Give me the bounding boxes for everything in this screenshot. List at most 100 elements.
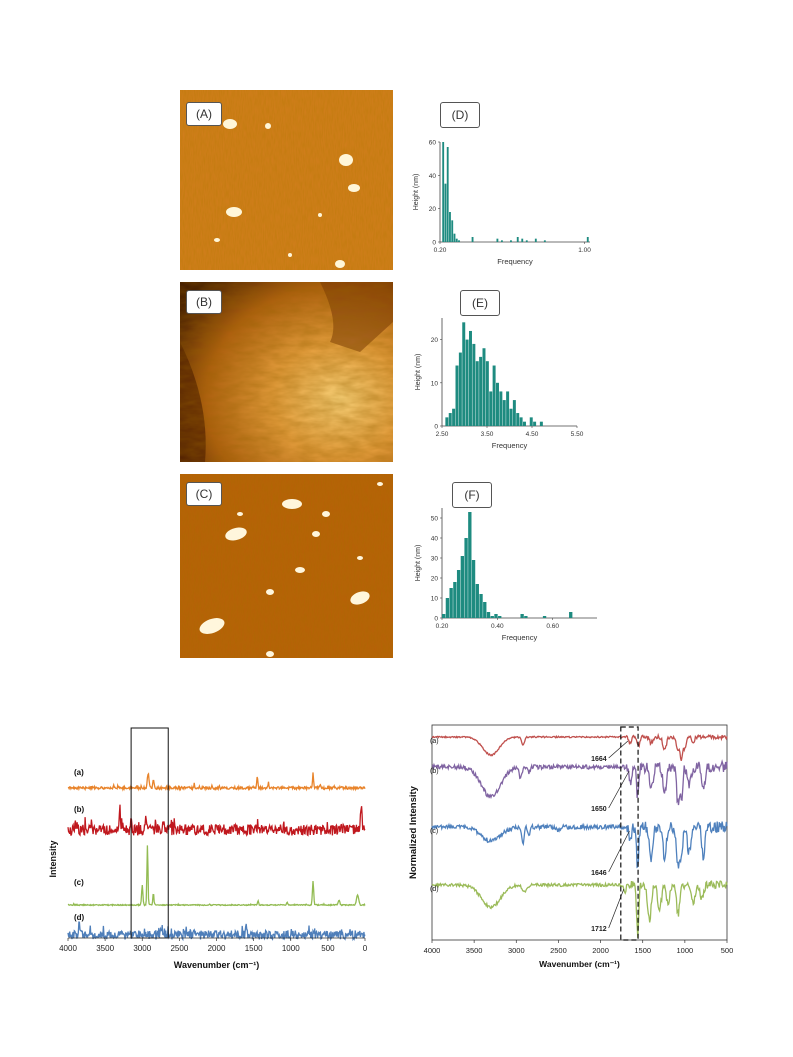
y-tick-label: 10 [431, 596, 439, 603]
y-tick-label: 40 [429, 173, 437, 180]
histogram-bar [464, 538, 468, 618]
histogram-bar [524, 616, 528, 618]
histogram-bar [510, 240, 512, 242]
highlight-box [130, 727, 169, 939]
x-axis-label: Wavenumber (cm⁻¹) [539, 959, 620, 969]
histogram-bar [472, 343, 476, 426]
x-axis-label: Frequency [497, 257, 533, 266]
spectrum-line [67, 921, 366, 942]
histogram-bar [442, 142, 445, 242]
histogram-bar [500, 240, 503, 242]
series-label: (a) [74, 768, 84, 777]
x-tick-label: 1000 [677, 946, 694, 955]
histogram-f: 0 10 20 30 40 50 0.20 0.40 0.60 Frequency Height (… [415, 508, 597, 642]
y-tick-label: 0 [434, 424, 438, 431]
histogram-bar [451, 220, 454, 242]
histogram-bar [494, 614, 498, 618]
afm-label-a: (A) [186, 102, 222, 126]
x-tick-label: 1500 [245, 944, 263, 953]
y-axis-label: Height (nm) [415, 545, 422, 582]
x-tick-label: 500 [721, 946, 734, 955]
histogram-bar [449, 588, 453, 618]
y-tick-label: 0 [432, 240, 436, 247]
series-label: (d) [74, 913, 85, 922]
x-tick-label: 4000 [424, 946, 441, 955]
spectrum-line [67, 772, 366, 792]
histogram-bar [455, 238, 458, 242]
x-tick-label: 2000 [208, 944, 226, 953]
x-axis-label: Frequency [502, 633, 538, 642]
histogram-bar [569, 612, 573, 618]
histogram-bar [448, 413, 452, 426]
histogram-bar [471, 560, 476, 618]
x-tick-label: 0.20 [436, 623, 449, 630]
histogram-bar [469, 330, 472, 426]
histogram-bar [539, 421, 543, 426]
histogram-bar [492, 365, 496, 426]
histogram-bar [479, 594, 483, 618]
x-tick-label: 1.00 [578, 247, 591, 254]
x-tick-label: 3000 [133, 944, 151, 953]
afm-panel-a: (A) [180, 90, 393, 270]
y-axis-label: Intensity [48, 840, 58, 877]
histogram-bar [489, 391, 493, 426]
histogram-e: 0 10 20 2.50 3.50 4.50 5.50 Frequency Height (nm… [415, 318, 584, 450]
histogram-bar [542, 616, 547, 618]
histogram-bar [483, 602, 487, 618]
afm-panel-c: (C) [180, 474, 393, 658]
series-label: (c) [74, 878, 84, 887]
x-tick-label: 0.40 [491, 623, 504, 630]
x-axis-label: Frequency [492, 441, 528, 450]
spectrum-line [67, 845, 366, 907]
series-label: (d) [430, 886, 439, 893]
x-tick-label: 3500 [96, 944, 114, 953]
histogram-bar [479, 356, 483, 426]
peak-annotation: 1664 [591, 756, 607, 763]
histogram-bar [458, 352, 462, 426]
histogram-bar [468, 512, 472, 618]
histogram-bar [496, 238, 499, 242]
peak-annotation: 1646 [591, 870, 607, 877]
y-axis-label: Height (nm) [415, 354, 422, 391]
x-tick-label: 3500 [466, 946, 483, 955]
y-tick-label: 40 [431, 536, 439, 543]
series-label: (c) [430, 828, 438, 835]
x-tick-label: 2500 [170, 944, 188, 953]
y-axis-label: Normalized Intensity [408, 785, 419, 879]
histogram-bar [465, 339, 469, 426]
histogram-bar [512, 400, 516, 426]
histogram-bar [453, 582, 457, 618]
histogram-bar [460, 556, 465, 618]
x-tick-label: 0.20 [434, 247, 447, 254]
histogram-bar [462, 322, 466, 426]
x-tick-label: 0 [363, 944, 368, 953]
peak-annotation: 1712 [591, 926, 607, 933]
afm-panel-b: (B) [180, 282, 393, 462]
annotation-arrow [608, 888, 625, 929]
x-tick-label: 2.50 [436, 431, 449, 438]
x-axis-label: Wavenumber (cm⁻¹) [174, 960, 259, 970]
x-tick-label: 5.50 [571, 431, 584, 438]
y-axis-label: Height (nm) [413, 174, 420, 211]
y-tick-label: 50 [431, 516, 439, 523]
spectrum-line [431, 759, 728, 806]
annotation-arrow [608, 770, 630, 809]
histogram-bar [543, 240, 546, 242]
histogram-bar [519, 417, 523, 426]
histogram-bar [482, 348, 486, 426]
histogram-bar [445, 598, 450, 618]
histogram-bar [486, 612, 491, 618]
histogram-bar [498, 616, 502, 618]
histogram-bar [471, 237, 474, 242]
hist-label-e: (E) [460, 290, 500, 316]
plot-frame [431, 724, 728, 941]
histogram-bar [506, 391, 510, 426]
histogram-bar [533, 421, 537, 426]
histogram-bar [444, 183, 447, 242]
histogram-bar [496, 382, 499, 426]
y-tick-label: 0 [434, 616, 438, 623]
histogram-bar [455, 365, 459, 426]
series-label: (a) [430, 738, 439, 745]
histogram-bar [456, 570, 461, 618]
x-tick-label: 3000 [508, 946, 525, 955]
